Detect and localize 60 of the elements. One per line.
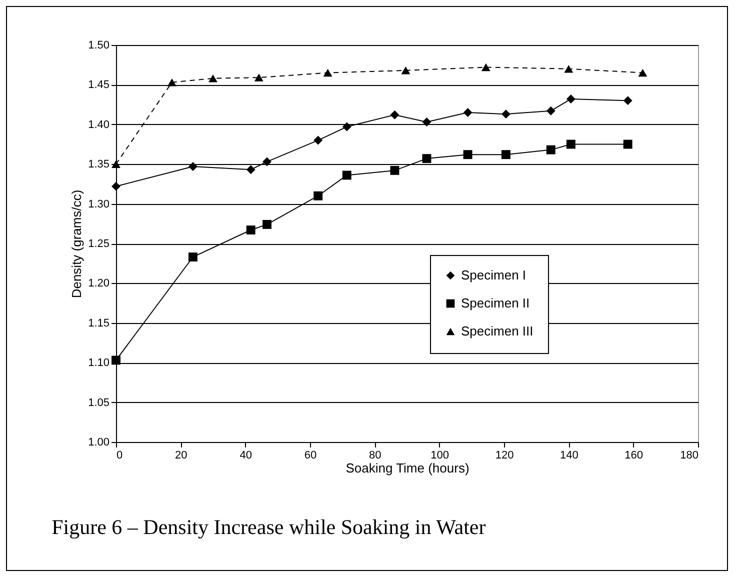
point: [262, 157, 272, 166]
point: [314, 191, 323, 200]
point: [564, 64, 574, 73]
y-tick-label: 1.10: [88, 357, 110, 370]
point: [188, 252, 198, 262]
x-axis-title: Soaking Time (hours): [346, 460, 470, 476]
y-tick-label: 1.40: [88, 118, 110, 131]
y-tick-label: 1.20: [88, 278, 110, 290]
point: [638, 68, 648, 77]
text: Figure 6 – Density Increase while Soaking in Water: [52, 515, 486, 539]
x-tick-label: 20: [175, 450, 188, 462]
point: [323, 68, 332, 77]
y-tick-label: 1.00: [88, 436, 110, 448]
point: [342, 170, 352, 180]
x-tick-label: 40: [240, 450, 252, 462]
x-tick-label: 60: [304, 450, 317, 462]
y-tick-label: 1.30: [88, 198, 110, 210]
point: [422, 154, 432, 164]
x-tick-label: 120: [495, 450, 514, 462]
point: [390, 166, 400, 175]
point: [167, 78, 176, 86]
y-tick-label: 1.15: [88, 317, 110, 330]
point: [390, 110, 400, 120]
point: [208, 74, 218, 82]
point: [481, 63, 490, 72]
point: [246, 165, 256, 174]
point: [112, 182, 120, 191]
y-tick-label: 1.05: [88, 396, 110, 409]
y-axis-title: Density (grams/cc): [69, 190, 84, 298]
point: [566, 140, 576, 149]
x-tick-label: 160: [624, 450, 644, 462]
y-tick-label: 1.25: [88, 238, 110, 250]
point: [546, 106, 556, 116]
point: [422, 118, 432, 126]
point: [401, 66, 410, 74]
point: [566, 94, 576, 104]
point: [342, 122, 352, 132]
x-tick-label: 100: [430, 450, 450, 462]
point: [623, 140, 632, 149]
y-tick-label: 1.35: [88, 158, 110, 171]
y-tick-label: 1.50: [88, 40, 110, 52]
point: [623, 96, 632, 106]
point: [501, 110, 510, 119]
legend-label: Specimen II: [461, 296, 530, 310]
point: [501, 150, 510, 160]
y-tick-label: 1.45: [88, 79, 110, 92]
legend-label: Specimen I: [461, 268, 526, 282]
point: [463, 108, 472, 117]
legend-label: Specimen III: [461, 324, 534, 338]
point: [188, 162, 198, 171]
point: [463, 150, 472, 160]
x-tick-label: 140: [560, 450, 578, 462]
x-tick-label: 80: [369, 450, 382, 462]
point: [254, 74, 264, 82]
point: [246, 226, 256, 234]
point: [546, 145, 556, 154]
x-tick-label: 180: [680, 450, 698, 462]
x-tick-label: 0: [116, 450, 123, 462]
point: [262, 220, 272, 229]
point: [314, 136, 323, 145]
